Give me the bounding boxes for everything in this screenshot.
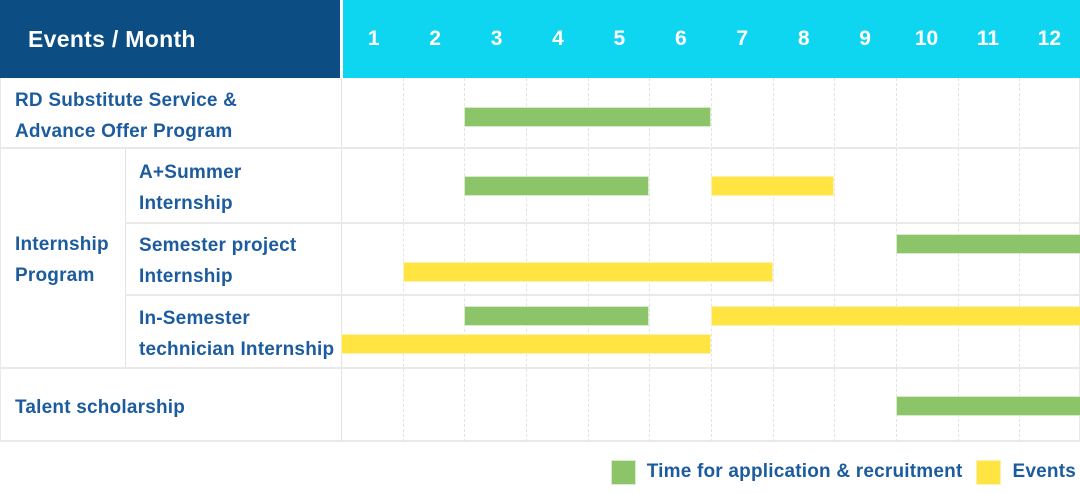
legend-label: Events	[1012, 461, 1076, 482]
events-month-header-cell: Events / Month	[0, 0, 340, 78]
month-gridline	[896, 78, 897, 442]
row-label-line: A+Summer	[139, 161, 242, 183]
legend-item-green: Time for application & recruitment	[610, 459, 963, 485]
month-header-cell-12: 12	[1037, 27, 1062, 50]
row-label-line: RD Substitute Service &	[15, 89, 238, 111]
gantt-bar-green	[464, 306, 650, 326]
month-gridline	[1019, 78, 1021, 442]
gantt-bar-green	[464, 176, 650, 196]
month-header-cell-3: 3	[490, 27, 503, 50]
row-label-line: Semester project	[139, 235, 297, 256]
month-gridline	[526, 78, 527, 442]
legend-swatch-yellow	[976, 459, 1002, 485]
group-label-internship-program: Internship Program	[1, 147, 125, 367]
gantt-bar-green	[896, 234, 1080, 254]
month-header-cell-10: 10	[914, 27, 939, 50]
gantt-bar-yellow	[711, 306, 1080, 326]
group-subcolumn-divider	[125, 147, 126, 367]
row-label-in-semester-technician-internship: In-Semester technician Internship	[125, 294, 341, 367]
gantt-bar-green	[464, 107, 711, 127]
month-gridline	[649, 78, 651, 442]
gantt-bar-green	[896, 396, 1080, 416]
row-separator	[125, 294, 1080, 296]
month-header-cell-1: 1	[367, 27, 380, 50]
month-gridline	[772, 78, 774, 442]
month-gridline	[711, 78, 712, 442]
group-label-line: Internship	[15, 234, 109, 255]
row-label-semester-project-internship: Semester project Internship	[125, 222, 341, 294]
legend-label: Time for application & recruitment	[646, 461, 963, 482]
month-header-cell-7: 7	[736, 27, 749, 50]
month-gridline	[834, 78, 836, 442]
legend-item-yellow: Events	[976, 459, 1076, 485]
month-header-cell-2: 2	[429, 27, 441, 50]
month-gridline	[402, 78, 404, 442]
row-label-line: In-Semester	[139, 307, 250, 329]
row-label-rd-substitute-service-advance-offer-program: RD Substitute Service & Advance Offer Pro…	[1, 78, 341, 147]
gantt-bar-yellow	[402, 262, 773, 282]
legend: Time for application & recruitment Events	[0, 442, 1080, 494]
row-separator	[1, 147, 1080, 149]
month-header-strip: 1 2 3 4 5 6 7 8 9 10 11 12	[343, 0, 1080, 78]
row-label-line: Advance Offer Program	[15, 120, 233, 142]
month-header-cell-11: 11	[976, 27, 1000, 50]
row-label-talent-scholarship: Talent scholarship	[1, 367, 341, 442]
gantt-bar-yellow	[711, 176, 835, 196]
gantt-grid: Internship Program RD Substitute Service &…	[0, 78, 1080, 442]
row-label-line: Talent scholarship	[15, 397, 186, 418]
month-gridline	[587, 78, 589, 442]
label-chart-divider	[341, 78, 342, 442]
header-title: Events / Month	[28, 25, 196, 52]
row-label-line: Internship	[139, 266, 233, 287]
month-header-cell-5: 5	[613, 27, 626, 50]
row-label-a-summer-internship: A+Summer Internship	[125, 147, 341, 222]
gantt-bar-yellow	[341, 334, 711, 354]
row-separator	[1, 367, 1080, 369]
group-label-line: Program	[15, 265, 95, 286]
row-separator	[125, 222, 1080, 224]
month-header-cell-8: 8	[797, 27, 810, 50]
row-label-line: Internship	[139, 192, 233, 214]
month-gridline	[464, 78, 466, 442]
legend-swatch-green	[610, 459, 636, 485]
month-header-cell-6: 6	[674, 27, 687, 50]
month-gridline	[957, 78, 959, 442]
row-label-line: technician Internship	[139, 338, 335, 360]
month-header-cell-4: 4	[552, 27, 564, 50]
month-header-cell-9: 9	[859, 27, 871, 50]
